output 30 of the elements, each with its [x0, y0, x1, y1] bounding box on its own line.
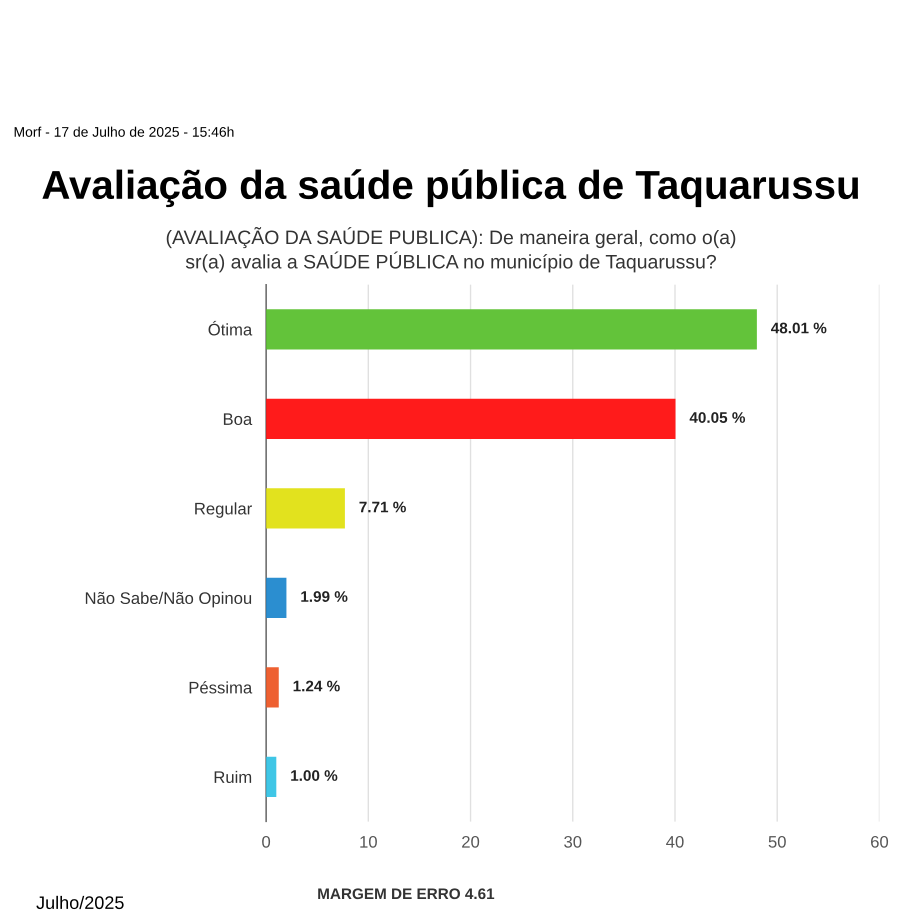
- x-tick-label: 50: [768, 836, 786, 848]
- data-label: 1.99 %: [301, 591, 348, 602]
- y-tick-label: Boa: [224, 413, 252, 426]
- y-tick-label: Regular: [195, 502, 252, 518]
- chart-title: Avaliação da saúde pública de Taquarussu: [42, 169, 858, 208]
- text: Julho/2025: [36, 896, 124, 910]
- bar: [266, 578, 286, 618]
- x-tick-label: 60: [871, 836, 888, 848]
- chart-subtitle: (AVALIAÇÃO DA SAÚDE PUBLICA): De maneira geral, como o(a) sr(a) avalia a SAÚDE PÚBLICA no município de Taquarussu?: [166, 226, 736, 272]
- text: Morf - 17 de Julho de 2025 - 15:46h: [14, 126, 234, 137]
- x-tick-label: 30: [564, 836, 582, 848]
- y-tick-label: Não Sabe/Não Opinou: [86, 592, 252, 608]
- data-label: 1.00 %: [291, 770, 338, 781]
- data-label: 1.24 %: [294, 680, 340, 692]
- x-tick-label: 40: [666, 836, 684, 848]
- y-tick-label: Ruim: [214, 770, 252, 784]
- data-label: 7.71 %: [359, 502, 406, 512]
- y-tick-label: Péssima: [190, 681, 252, 694]
- bar: [266, 488, 345, 528]
- bar: [266, 756, 276, 797]
- x-tick-label: 0: [262, 836, 270, 848]
- text: MARGEM DE ERRO 4.61: [318, 888, 494, 900]
- x-tick-label: 20: [462, 836, 480, 848]
- data-label: 40.05 %: [690, 412, 746, 423]
- x-tick-label: 10: [360, 836, 377, 848]
- data-label: 48.01 %: [771, 322, 826, 334]
- bar: [266, 667, 279, 708]
- bar: [266, 309, 757, 350]
- bar: [266, 398, 676, 439]
- y-tick-label: Ótima: [208, 320, 252, 336]
